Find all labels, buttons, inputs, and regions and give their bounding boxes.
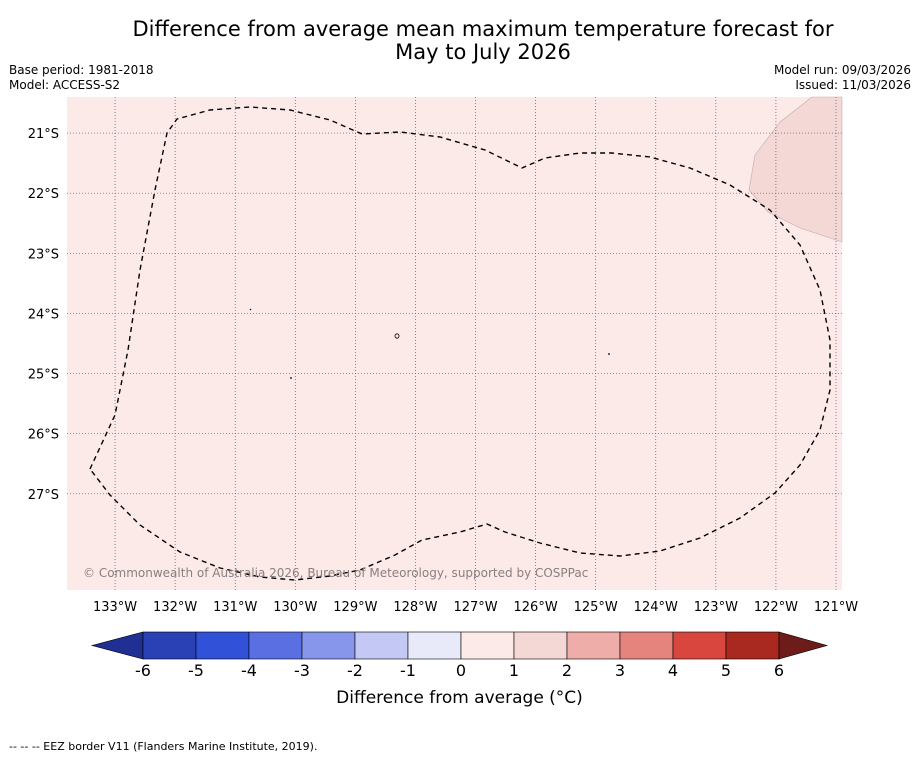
- lat-tick-label: 21°S: [28, 127, 59, 142]
- island-marker: [394, 333, 400, 339]
- colorbar-tick-label: 5: [721, 661, 731, 680]
- lat-tick-label: 26°S: [28, 428, 59, 443]
- chart-title: Difference from average mean maximum tem…: [0, 18, 919, 64]
- model-name: Model: ACCESS-S2: [9, 78, 121, 92]
- copyright-text: © Commonwealth of Australia 2026, Bureau…: [83, 566, 588, 580]
- lon-tick-label: 128°W: [393, 600, 437, 615]
- colorbar-tick-label: 4: [668, 661, 678, 680]
- lon-tick-label: 129°W: [333, 600, 377, 615]
- map-figure: © Commonwealth of Australia 2026, Bureau…: [28, 96, 858, 680]
- colorbar-tick-label: -5: [188, 661, 204, 680]
- colorbar-tick-label: 2: [562, 661, 572, 680]
- title-line-1: Difference from average mean maximum tem…: [132, 17, 834, 41]
- colorbar-tick-label: 1: [509, 661, 519, 680]
- graticule: [67, 97, 842, 590]
- issued-date: Issued: 11/03/2026: [795, 78, 911, 92]
- colorbar-swatch: [248, 631, 303, 660]
- meta-left: Base period: 1981-2018 Model: ACCESS-S2: [9, 63, 154, 93]
- colorbar-swatch: [354, 631, 409, 660]
- title-line-2: May to July 2026: [395, 40, 571, 64]
- colorbar-tick-label: -2: [347, 661, 363, 680]
- lon-tick-label: 131°W: [213, 600, 257, 615]
- lat-tick-label: 25°S: [28, 368, 59, 383]
- lon-tick-label: 132°W: [153, 600, 197, 615]
- longitude-labels: 133°W 132°W 131°W 130°W 129°W 128°W 127°W 126°W…: [93, 600, 858, 615]
- eez-border: [89, 106, 831, 581]
- colorbar-tick-label: -1: [400, 661, 416, 680]
- colorbar-tick-label: -3: [294, 661, 310, 680]
- island-marker: [249, 308, 252, 311]
- colorbar-swatch: [513, 631, 568, 660]
- colorbar-swatch: [460, 631, 515, 660]
- model-run: Model run: 09/03/2026: [773, 63, 911, 77]
- colorbar-swatch: [142, 631, 197, 660]
- lon-tick-label: 126°W: [514, 600, 558, 615]
- colorbar-tick-label: 0: [456, 661, 466, 680]
- lon-tick-label: 123°W: [694, 600, 738, 615]
- colorbar-tick-label: -6: [135, 661, 151, 680]
- lon-tick-label: 127°W: [453, 600, 497, 615]
- colorbar-extend-high: [778, 631, 829, 660]
- colorbar: -6 -5 -4 -3 -2 -1 0 1 2 3 4 5 6: [90, 631, 829, 680]
- lon-tick-label: 130°W: [273, 600, 317, 615]
- base-period: Base period: 1981-2018: [9, 63, 154, 77]
- lat-tick-label: 23°S: [28, 247, 59, 262]
- lon-tick-label: 125°W: [574, 600, 618, 615]
- colorbar-swatch: [566, 631, 621, 660]
- colorbar-tick-label: -4: [241, 661, 257, 680]
- lon-tick-label: 122°W: [754, 600, 798, 615]
- colorbar-label: Difference from average (°C): [336, 688, 583, 708]
- colorbar-swatch: [301, 631, 356, 660]
- colorbar-swatch: [725, 631, 780, 660]
- map-background: [67, 97, 842, 590]
- latitude-labels: 21°S 22°S 23°S 24°S 25°S 26°S 27°S: [28, 127, 59, 503]
- footer-eez-note: -- -- -- EEZ border V11 (Flanders Marine…: [9, 740, 318, 753]
- colorbar-swatch: [619, 631, 674, 660]
- lon-tick-label: 133°W: [93, 600, 137, 615]
- colorbar-swatch: [407, 631, 462, 660]
- colorbar-extend-low: [90, 631, 144, 660]
- colorbar-swatch: [672, 631, 727, 660]
- colorbar-swatch: [195, 631, 250, 660]
- lat-tick-label: 22°S: [28, 187, 59, 202]
- lat-tick-label: 27°S: [28, 488, 59, 503]
- lon-tick-label: 121°W: [814, 600, 858, 615]
- lon-tick-label: 124°W: [634, 600, 678, 615]
- meta-right: Model run: 09/03/2026 Issued: 11/03/2026: [774, 63, 911, 93]
- lat-tick-label: 24°S: [28, 307, 59, 322]
- colorbar-tick-label: 6: [774, 661, 784, 680]
- colorbar-tick-label: 3: [615, 661, 625, 680]
